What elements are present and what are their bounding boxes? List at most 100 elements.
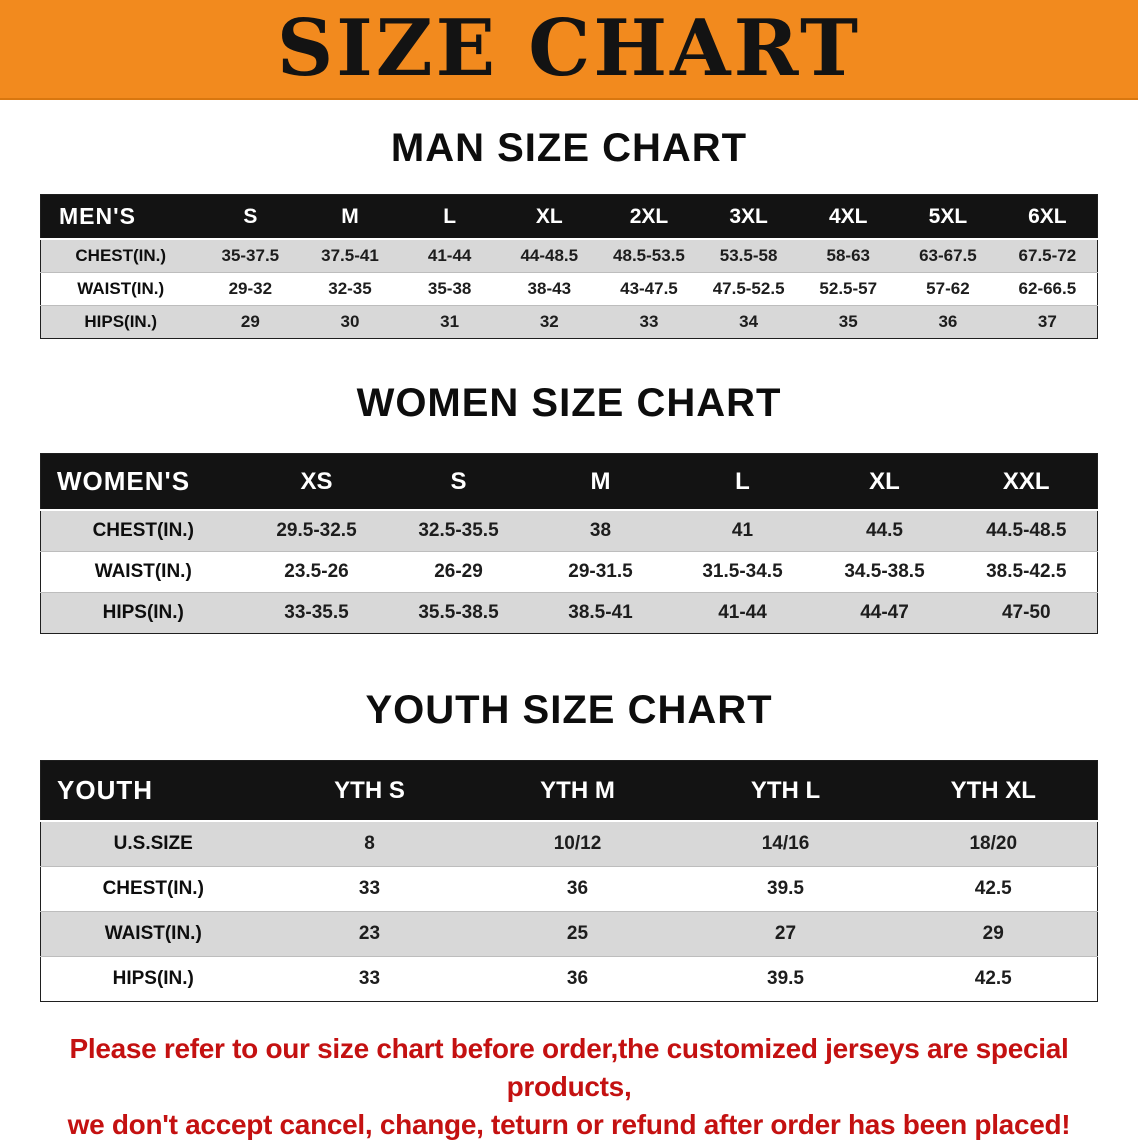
size-column-header: YTH M — [540, 776, 615, 804]
size-value-cell: 41 — [731, 520, 754, 541]
size-value-cell: 30 — [340, 312, 360, 331]
size-value-cell: 38-43 — [527, 279, 572, 298]
size-column-header: M — [341, 204, 359, 228]
table-header-row: YOUTH YTH S YTH M YTH L YTH XL — [40, 760, 1098, 821]
row-label: WAIST(IN.) — [94, 561, 192, 582]
table-row: CHEST(IN.) 33 36 39.5 42.5 — [40, 866, 1098, 912]
size-value-cell: 29-31.5 — [568, 561, 633, 582]
size-column-header: S — [243, 204, 258, 228]
size-value-cell: 44-48.5 — [520, 246, 579, 265]
size-value-cell: 10/12 — [553, 833, 602, 854]
women-section-heading: WOMEN SIZE CHART — [356, 381, 782, 425]
row-label: HIPS(IN.) — [112, 968, 194, 989]
size-value-cell: 44-47 — [860, 602, 909, 623]
disclaimer-text: Please refer to our size chart before or… — [14, 1030, 1124, 1143]
table-row: HIPS(IN.) 33-35.5 35.5-38.5 38.5-41 41-44 44-… — [40, 592, 1098, 634]
size-value-cell: 41-44 — [427, 246, 472, 265]
men-size-chart-section: MAN SIZE CHART MEN'S S M L XL 2XL 3XL 4XL 5XL 6XL… — [0, 126, 1138, 339]
size-value-cell: 62-66.5 — [1018, 279, 1077, 298]
size-value-cell: 32.5-35.5 — [418, 520, 499, 541]
table-row: CHEST(IN.) 35-37.5 37.5-41 41-44 44-48.5 48.5… — [40, 239, 1098, 273]
row-label: WAIST(IN.) — [77, 279, 165, 298]
size-value-cell: 47-50 — [1001, 602, 1051, 623]
size-value-cell: 44.5-48.5 — [986, 520, 1067, 541]
table-row: WAIST(IN.) 23 25 27 29 — [40, 911, 1098, 957]
row-label: HIPS(IN.) — [102, 602, 184, 623]
women-size-table: WOMEN'S XS S M L XL XXL CHEST(IN.) 29.5-32.5 32.5… — [40, 453, 1098, 634]
table-row: CHEST(IN.) 29.5-32.5 32.5-35.5 38 41 44.5 44.5… — [40, 510, 1098, 552]
size-value-cell: 39.5 — [767, 878, 804, 899]
size-value-cell: 38.5-41 — [568, 602, 633, 623]
title-banner: SIZE CHART — [0, 0, 1138, 100]
size-value-cell: 18/20 — [969, 833, 1018, 854]
table-row: WAIST(IN.) 23.5-26 26-29 29-31.5 31.5-34.5 34… — [40, 551, 1098, 593]
row-label: CHEST(IN.) — [75, 246, 167, 265]
row-label: CHEST(IN.) — [92, 520, 194, 541]
size-value-cell: 52.5-57 — [819, 279, 878, 298]
row-label: CHEST(IN.) — [102, 878, 204, 899]
size-column-header: XL — [869, 467, 900, 495]
size-value-cell: 29 — [240, 312, 260, 331]
size-column-header: 3XL — [729, 204, 768, 228]
size-value-cell: 31.5-34.5 — [702, 561, 783, 582]
size-value-cell: 8 — [364, 833, 375, 854]
size-value-cell: 42.5 — [974, 878, 1012, 899]
size-value-cell: 26-29 — [434, 561, 483, 582]
size-column-header: YTH L — [750, 776, 821, 804]
size-value-cell: 37.5-41 — [321, 246, 379, 265]
size-value-cell: 53.5-58 — [719, 246, 778, 265]
youth-section-heading: YOUTH SIZE CHART — [365, 688, 773, 732]
row-label: WAIST(IN.) — [104, 923, 202, 944]
size-column-header: YTH XL — [950, 776, 1036, 804]
size-column-header: 5XL — [928, 204, 968, 228]
table-header-row: MEN'S S M L XL 2XL 3XL 4XL 5XL 6XL — [40, 194, 1098, 239]
size-value-cell: 27 — [774, 923, 797, 944]
size-value-cell: 58-63 — [826, 246, 870, 265]
size-value-cell: 32 — [539, 312, 559, 331]
size-value-cell: 39.5 — [767, 968, 804, 989]
size-value-cell: 29.5-32.5 — [276, 520, 357, 541]
size-column-header: XXL — [1002, 467, 1050, 495]
size-value-cell: 35-38 — [427, 279, 472, 298]
table-row: U.S.SIZE 8 10/12 14/16 18/20 — [40, 821, 1098, 867]
size-value-cell: 33 — [358, 878, 381, 899]
size-value-cell: 31 — [440, 312, 460, 331]
row-label: HIPS(IN.) — [84, 312, 158, 331]
size-column-header: 2XL — [629, 204, 669, 228]
size-value-cell: 29-32 — [228, 279, 273, 298]
table-row: WAIST(IN.) 29-32 32-35 35-38 38-43 43-47.5 47.… — [40, 272, 1098, 306]
size-value-cell: 47.5-52.5 — [712, 279, 785, 298]
size-value-cell: 25 — [566, 923, 589, 944]
youth-size-table: YOUTH YTH S YTH M YTH L YTH XL U.S.SIZE 8 10/12… — [40, 760, 1098, 1002]
women-size-chart-section: WOMEN SIZE CHART WOMEN'S XS S M L XL XXL CHEST(… — [0, 381, 1138, 634]
table-group-label: WOMEN'S — [57, 466, 191, 496]
size-value-cell: 63-67.5 — [919, 246, 977, 265]
size-value-cell: 29 — [982, 923, 1004, 944]
size-value-cell: 48.5-53.5 — [613, 246, 685, 265]
size-value-cell: 32-35 — [328, 279, 372, 298]
size-value-cell: 23 — [358, 923, 381, 944]
size-value-cell: 23.5-26 — [284, 561, 349, 582]
size-value-cell: 43-47.5 — [620, 279, 678, 298]
size-value-cell: 37 — [1037, 312, 1057, 331]
size-value-cell: 36 — [938, 312, 958, 331]
size-column-header: L — [443, 204, 457, 228]
size-column-header: XS — [300, 467, 333, 495]
size-column-header: M — [590, 467, 611, 495]
men-section-heading: MAN SIZE CHART — [390, 126, 748, 170]
table-group-label: YOUTH — [57, 775, 153, 805]
size-value-cell: 35 — [838, 312, 858, 331]
size-column-header: XL — [535, 204, 563, 228]
size-value-cell: 34.5-38.5 — [844, 561, 925, 582]
size-value-cell: 35-37.5 — [221, 246, 280, 265]
table-row: HIPS(IN.) 33 36 39.5 42.5 — [40, 956, 1098, 1002]
table-group-label: MEN'S — [59, 203, 136, 229]
page-title: SIZE CHART — [276, 3, 862, 94]
size-column-header: YTH S — [334, 776, 405, 804]
size-value-cell: 41-44 — [718, 602, 767, 623]
size-value-cell: 14/16 — [761, 833, 810, 854]
size-value-cell: 57-62 — [926, 279, 970, 298]
size-value-cell: 33-35.5 — [284, 602, 349, 623]
men-size-table: MEN'S S M L XL 2XL 3XL 4XL 5XL 6XL CHEST(IN.) 35-37… — [40, 194, 1098, 339]
youth-size-chart-section: YOUTH SIZE CHART YOUTH YTH S YTH M YTH L YTH… — [0, 688, 1138, 1002]
